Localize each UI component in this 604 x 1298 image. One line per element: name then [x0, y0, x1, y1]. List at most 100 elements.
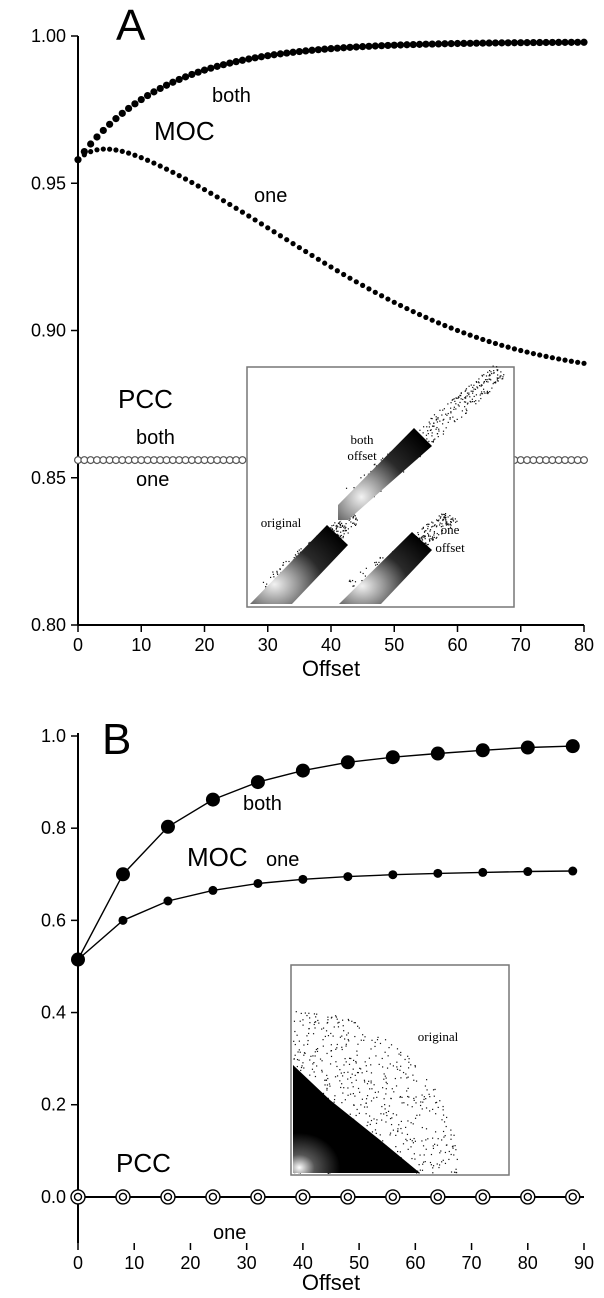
panel-b-inset-dot	[322, 1027, 325, 1029]
panel-a-inset-dot	[441, 414, 443, 416]
panel-a-moc-both-point	[371, 42, 379, 50]
panel-b-label-moc: MOC	[187, 842, 248, 872]
panel-a-moc-both-point	[232, 58, 240, 66]
panel-a-inset-dot	[457, 404, 459, 406]
panel-a-moc-both-point	[403, 41, 411, 49]
panel-b-inset-dot	[366, 1070, 368, 1072]
panel-b-inset-dot	[313, 1061, 315, 1064]
panel-a-inset-dot	[436, 519, 439, 522]
panel-b-inset-dot	[297, 1051, 299, 1053]
panel-a-moc-both-point	[580, 38, 588, 46]
panel-b-inset-dot	[360, 1104, 362, 1106]
panel-b-inset-dot	[450, 1129, 452, 1131]
panel-b-inset-dot	[293, 1040, 295, 1042]
panel-a-inset-dot	[272, 571, 274, 573]
panel-b-inset-dot	[308, 1032, 310, 1035]
panel-a-moc-one-point	[366, 286, 372, 292]
panel-a-inset-dot	[447, 412, 449, 415]
panel-a-inset-dot	[450, 518, 452, 520]
panel-a-inset-dot	[308, 542, 310, 544]
panel-b-inset-dot	[443, 1121, 446, 1123]
panel-a-moc-both-point	[270, 51, 278, 59]
panel-b-inset-dot	[387, 1055, 389, 1057]
panel-a-inset-dot	[295, 555, 297, 557]
panel-b-inset-dot	[385, 1077, 387, 1079]
panel-b-inset-dot	[389, 1117, 392, 1120]
panel-a-y-ticks: 0.80 0.85 0.90 0.95 1.00	[31, 26, 78, 635]
panel-a-moc-both-point	[485, 39, 493, 47]
panel-b-inset-dot	[420, 1101, 422, 1103]
panel-b-inset-dot	[306, 1043, 309, 1045]
panel-b-inset-dot	[340, 1072, 342, 1074]
panel-b-inset-dot	[401, 1132, 403, 1134]
panel-b-inset-dot	[344, 1099, 346, 1101]
panel-b-inset-dot	[357, 1025, 359, 1027]
panel-b-inset-dot	[382, 1140, 384, 1142]
panel-a-inset-dot	[435, 419, 437, 421]
panel-a-inset-dot	[427, 430, 429, 432]
panel-b-inset-dot	[395, 1134, 397, 1136]
panel-a-inset-dot	[446, 414, 448, 416]
panel-a-inset-dot	[422, 526, 424, 528]
panel-b-inset-dot	[400, 1065, 402, 1067]
panel-b-inset-dot	[429, 1161, 432, 1164]
panel-b-inset-dot	[385, 1081, 387, 1083]
panel-b-inset-dot	[441, 1119, 443, 1121]
panel-a-inset-dot	[418, 537, 420, 539]
panel-a-inset-dot	[380, 490, 382, 492]
panel-a-inset-dot	[374, 564, 377, 566]
panel-a-inset-dot	[491, 372, 493, 375]
panel-b-inset-dot	[407, 1087, 409, 1089]
panel-a-inset-dot	[452, 398, 454, 401]
panel-a-moc-one-point	[397, 302, 404, 309]
panel-b-pcc-point-inner	[253, 1192, 263, 1202]
panel-b-inset-dot	[396, 1066, 398, 1068]
panel-a-inset-dot	[443, 518, 445, 521]
panel-b-inset-dot	[344, 1038, 346, 1040]
panel-b-inset-dot	[451, 1146, 454, 1148]
panel-b-y-tick-label: 0.2	[41, 1095, 66, 1115]
panel-a-inset-dot	[454, 400, 456, 402]
panel-a-inset-dot	[429, 539, 431, 542]
panel-b-inset-dot	[436, 1144, 439, 1146]
panel-b-inset-dot	[445, 1125, 447, 1128]
panel-a-x-label: Offset	[302, 656, 360, 681]
panel-a-inset-dot	[450, 407, 452, 409]
panel-a-inset-dot	[478, 378, 480, 380]
panel-a-inset-dot	[478, 382, 480, 384]
panel-a-inset-dot	[448, 524, 450, 526]
panel-a-inset-dot	[387, 453, 389, 455]
panel-a-moc-both-point	[207, 64, 215, 72]
panel-b-inset-dot	[310, 1055, 312, 1057]
panel-a-moc-one-point	[341, 271, 347, 278]
panel-a-inset-dot	[433, 536, 435, 539]
panel-a-inset-dot	[342, 525, 344, 527]
panel-a-inset-dot	[431, 432, 433, 434]
panel-b-inset-label-original: original	[418, 1029, 459, 1044]
panel-b-inset-dot	[368, 1080, 370, 1082]
panel-a-moc-one-point	[94, 147, 100, 153]
panel-a-inset-dot	[489, 391, 491, 393]
panel-b-inset-dot	[373, 1084, 375, 1086]
panel-b-inset-dot	[355, 1060, 357, 1063]
panel-a-inset-dot	[437, 436, 439, 438]
panel-a-moc-one-point	[303, 248, 309, 255]
panel-b-inset-dot	[421, 1140, 423, 1142]
panel-b-inset-dot	[412, 1123, 414, 1125]
panel-b-inset-dot	[393, 1091, 395, 1093]
panel-a-inset-dot	[440, 526, 443, 528]
panel-b-inset-dot	[314, 1051, 316, 1053]
panel-b-inset-dot	[301, 1065, 303, 1067]
panel-b-inset-dot	[341, 1075, 344, 1077]
panel-b-inset-dot	[415, 1102, 417, 1104]
panel-b-inset-dot	[335, 1016, 338, 1018]
panel-a-inset-dot	[478, 400, 480, 402]
panel-b-inset-dot	[436, 1163, 438, 1165]
panel-b-inset-dot	[375, 1132, 377, 1134]
panel-a-inset-dot	[493, 372, 495, 374]
panel-a-inset-dot	[452, 520, 455, 522]
panel-b-inset-dot	[435, 1113, 437, 1115]
panel-a-inset-dot	[445, 516, 447, 519]
panel-b-moc-both-point	[295, 763, 310, 778]
panel-b-inset-dot	[444, 1151, 447, 1154]
